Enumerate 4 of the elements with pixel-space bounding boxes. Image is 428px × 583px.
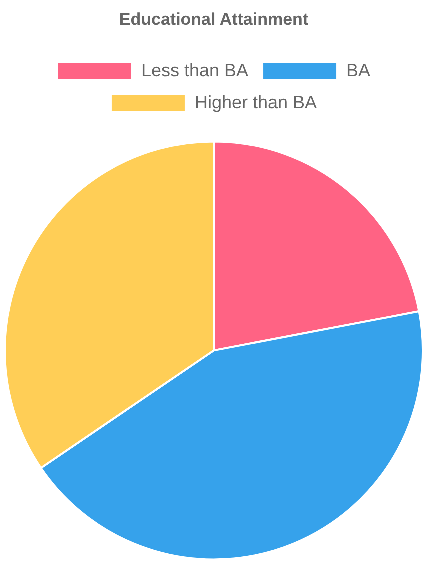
chart-title: Educational Attainment <box>119 10 309 29</box>
legend-label: BA <box>346 60 371 80</box>
legend-label: Less than BA <box>141 60 249 80</box>
legend-label: Higher than BA <box>194 92 318 112</box>
